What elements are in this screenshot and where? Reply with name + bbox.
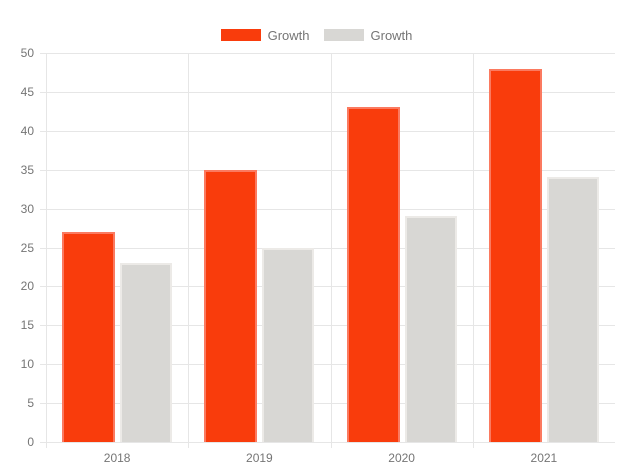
bar-group-2019: [188, 169, 330, 442]
bar-2020-series-1[interactable]: [346, 107, 400, 442]
bar-group-2021: [473, 68, 615, 442]
legend-label-series-2: Growth: [370, 27, 413, 43]
v-gridline: [472, 53, 474, 448]
bar-2021-series-2[interactable]: [546, 177, 599, 442]
y-tick-label: 25: [20, 240, 34, 255]
h-gridline: [40, 403, 615, 405]
bar-2019-series-2[interactable]: [262, 247, 315, 442]
h-gridline: [40, 286, 615, 288]
h-gridline: [40, 364, 615, 366]
h-gridline: [40, 53, 615, 54]
bar-group-2018: [46, 231, 188, 442]
y-tick-label: 35: [20, 162, 34, 177]
legend-swatch-red: [220, 29, 261, 41]
legend-label-series-1: Growth: [267, 27, 310, 43]
h-gridline: [40, 130, 615, 132]
bar-2018-series-2[interactable]: [120, 263, 173, 442]
y-tick-label: 30: [20, 201, 34, 216]
legend-swatch-gray: [323, 29, 364, 41]
y-tick-label: 40: [20, 123, 34, 138]
y-tick-label: 10: [20, 357, 34, 372]
bar-2018-series-1[interactable]: [62, 231, 116, 442]
bar-2020-series-2[interactable]: [404, 216, 457, 442]
h-gridline: [40, 325, 615, 327]
h-gridline: [40, 247, 615, 249]
h-gridline: [40, 169, 615, 171]
y-tick-label: 5: [27, 396, 34, 411]
bar-group-2020: [331, 107, 473, 442]
y-tick-label: 0: [27, 435, 34, 449]
x-tick-label: 2018: [103, 451, 131, 465]
plot-area: 0 5 10 15 20 25 30 35 40 45 50 2018 2019 2020 2021: [21, 46, 615, 465]
v-gridline: [330, 53, 332, 448]
y-tick-label: 15: [20, 318, 34, 333]
h-gridline: [40, 91, 615, 93]
h-gridline: [40, 442, 615, 443]
x-tick-label: 2019: [246, 451, 273, 465]
y-tick-label: 50: [20, 46, 34, 60]
x-tick-label: 2021: [530, 451, 558, 465]
legend: Growth Growth: [0, 27, 633, 43]
v-gridline: [46, 53, 47, 448]
x-tick-label: 2020: [388, 451, 415, 465]
bar-2019-series-1[interactable]: [204, 169, 258, 442]
y-tick-label: 20: [20, 279, 34, 294]
bar-2021-series-1[interactable]: [488, 68, 542, 442]
legend-item-series-1[interactable]: Growth: [220, 27, 310, 43]
h-gridline: [40, 208, 615, 210]
v-gridline: [188, 53, 190, 448]
legend-item-series-2[interactable]: Growth: [323, 27, 413, 43]
y-tick-label: 45: [20, 84, 34, 99]
